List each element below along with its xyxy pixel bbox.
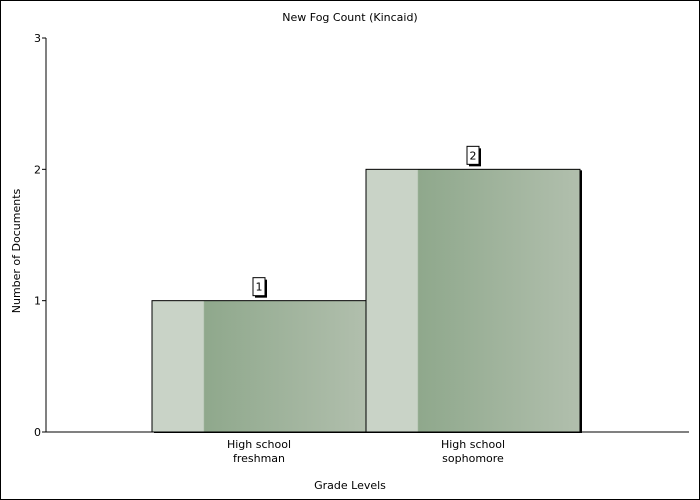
y-tick-labels: 0 1 2 3 — [34, 32, 46, 439]
chart-title: New Fog Count (Kincaid) — [282, 11, 417, 24]
bar — [151, 300, 367, 433]
data-label: 1 — [256, 281, 263, 294]
y-tick-label: 0 — [34, 426, 41, 439]
data-label: 2 — [470, 149, 477, 162]
data-labels: 12 — [252, 145, 481, 298]
y-tick-label: 1 — [34, 295, 41, 308]
x-axis-label: Grade Levels — [314, 479, 386, 492]
y-axis-label: Number of Documents — [10, 188, 23, 313]
x-tick-labels: High school freshman High school sophomore — [227, 438, 505, 465]
y-tick-label: 2 — [34, 163, 41, 176]
x-tick-label: High school sophomore — [441, 438, 505, 465]
bar — [365, 168, 581, 433]
y-tick-label: 3 — [34, 32, 41, 45]
data-label-box — [252, 277, 266, 297]
data-label-box — [466, 145, 480, 165]
x-tick-label: High school freshman — [227, 438, 291, 465]
bars — [151, 168, 582, 434]
